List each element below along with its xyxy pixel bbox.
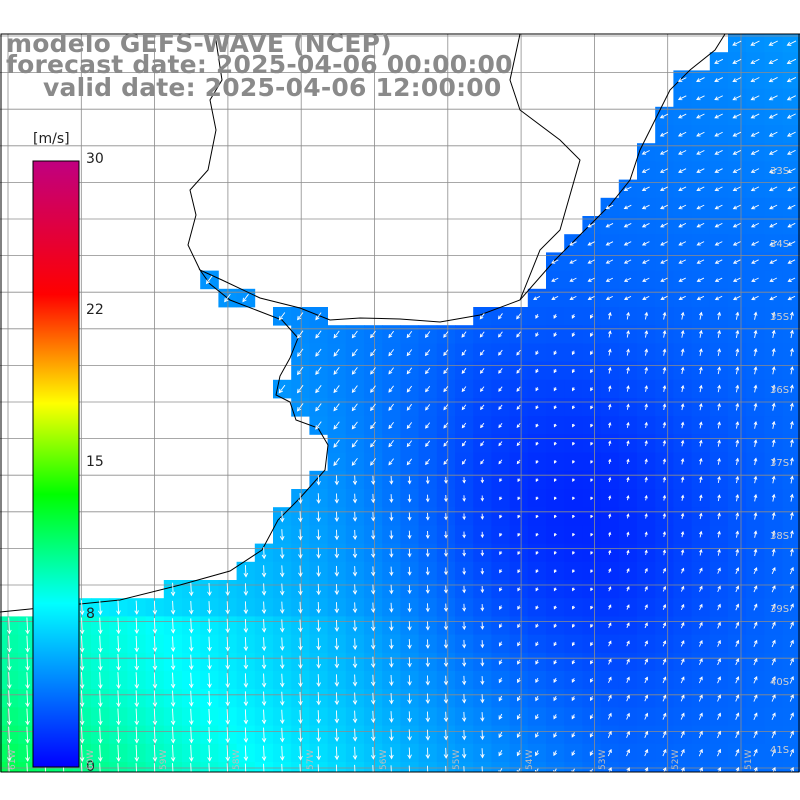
lon-label: 53W xyxy=(598,749,608,770)
lat-label: 38S xyxy=(770,531,790,542)
colorbar-tick-30: 30 xyxy=(86,151,104,167)
lon-label: 51W xyxy=(744,749,754,770)
title-forecast-date: forecast date: 2025-04-06 00:00:00 xyxy=(6,50,513,79)
lon-label: 60W xyxy=(86,749,96,770)
colorbar-tick-0: 0 xyxy=(86,759,95,775)
lat-label: 39S xyxy=(770,604,790,615)
lat-label: 35S xyxy=(770,312,790,323)
colorbar-tick-8: 8 xyxy=(86,606,95,622)
lat-label: 33S xyxy=(770,166,790,177)
colorbar-unit: [m/s] xyxy=(33,131,70,147)
lon-label: 54W xyxy=(525,749,535,770)
colorbar-tick-22: 22 xyxy=(86,302,104,318)
lat-label: 36S xyxy=(770,385,790,396)
lon-label: 58W xyxy=(232,749,242,770)
lat-label: 41S xyxy=(770,745,790,756)
lon-label: 61W xyxy=(8,749,18,770)
colorbar-tick-15: 15 xyxy=(86,454,104,470)
lat-label: 34S xyxy=(770,239,790,250)
title-valid-date: valid date: 2025-04-06 12:00:00 xyxy=(43,73,502,102)
lon-label: 52W xyxy=(671,749,681,770)
lat-label: 40S xyxy=(770,677,790,688)
title-model: modelo GEFS-WAVE (NCEP) xyxy=(6,29,392,58)
lat-lon-grid xyxy=(0,34,800,772)
colorbar xyxy=(32,160,80,768)
lon-label: 59W xyxy=(159,749,169,770)
lon-label: 55W xyxy=(452,749,462,770)
lon-label: 56W xyxy=(379,749,389,770)
lon-label: 57W xyxy=(306,749,316,770)
lat-label: 37S xyxy=(770,458,790,469)
wind-vectors xyxy=(7,40,797,772)
